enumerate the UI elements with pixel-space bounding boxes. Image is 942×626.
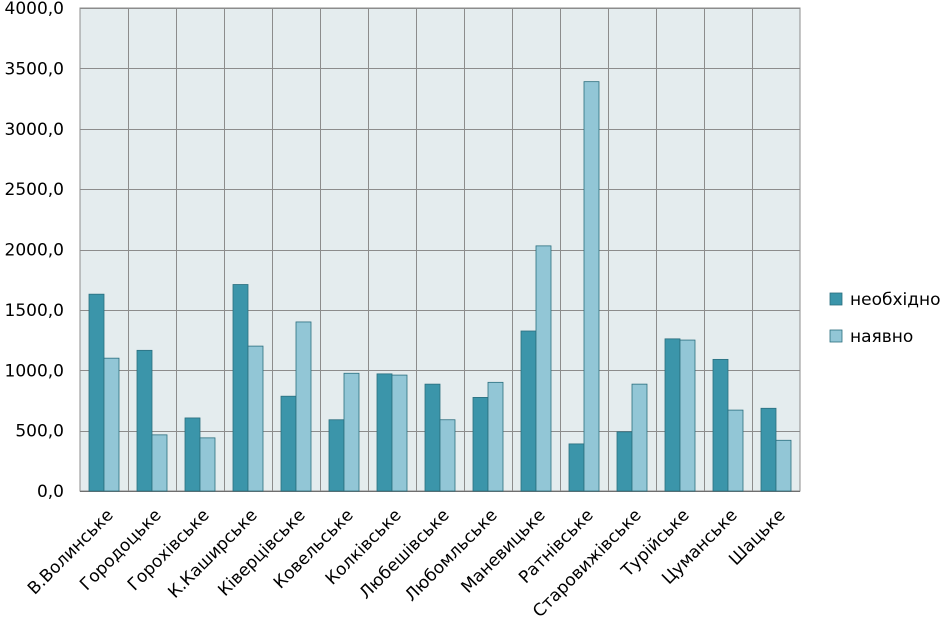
bar-series1 (280, 395, 297, 492)
bars (88, 81, 792, 492)
bar-series1 (424, 383, 441, 492)
legend-label: наявно (850, 327, 913, 347)
bar-series1 (328, 419, 345, 492)
bar-series2 (535, 245, 552, 492)
x-tick-label: Маневицьке (458, 505, 550, 597)
y-tick-label: 2500,0 (5, 180, 64, 200)
bar-series2 (295, 321, 312, 492)
bar-series2 (391, 374, 408, 492)
bar-series2 (583, 81, 600, 492)
bar-series1 (88, 293, 105, 492)
bar-series2 (775, 439, 792, 492)
legend-swatch (829, 329, 843, 343)
y-tick-label: 4000,0 (5, 0, 64, 19)
gridlines (80, 8, 800, 492)
bar-series1 (616, 431, 633, 492)
y-tick-label: 2000,0 (5, 241, 64, 261)
bar-series1 (472, 397, 489, 492)
bar-series2 (247, 345, 264, 492)
y-tick-label: 0,0 (37, 482, 64, 502)
bar-series2 (151, 434, 168, 492)
bar-series1 (520, 330, 537, 492)
bar-series2 (727, 409, 744, 492)
legend: необхідно наявно (829, 290, 941, 347)
bar-series2 (487, 381, 504, 492)
bar-series1 (376, 373, 393, 492)
bar-series2 (103, 357, 120, 492)
y-tick-label: 1000,0 (5, 361, 64, 381)
bar-series1 (760, 407, 777, 492)
y-tick-label: 500,0 (15, 422, 64, 442)
bar-series1 (136, 349, 153, 492)
y-tick-label: 3500,0 (5, 59, 64, 79)
x-axis-tick-labels: В.ВолинськеГородоцькеГорохівськеК.Каширс… (24, 505, 790, 621)
bar-series1 (664, 338, 681, 492)
bar-series2 (343, 372, 360, 492)
bar-series1 (232, 284, 249, 492)
bar-series2 (631, 383, 648, 492)
legend-swatch (829, 292, 843, 306)
bar-series1 (712, 358, 729, 492)
bar-series2 (199, 437, 216, 492)
bar-series1 (184, 417, 201, 492)
y-tick-label: 3000,0 (5, 120, 64, 140)
y-axis-tick-labels: 0,0 500,0 1000,0 1500,0 2000,0 2500,0 3000,0 35… (5, 0, 64, 502)
y-tick-label: 1500,0 (5, 301, 64, 321)
legend-label: необхідно (850, 290, 941, 310)
bar-series2 (439, 419, 456, 492)
bar-series2 (679, 339, 696, 492)
bar-series1 (568, 443, 585, 492)
